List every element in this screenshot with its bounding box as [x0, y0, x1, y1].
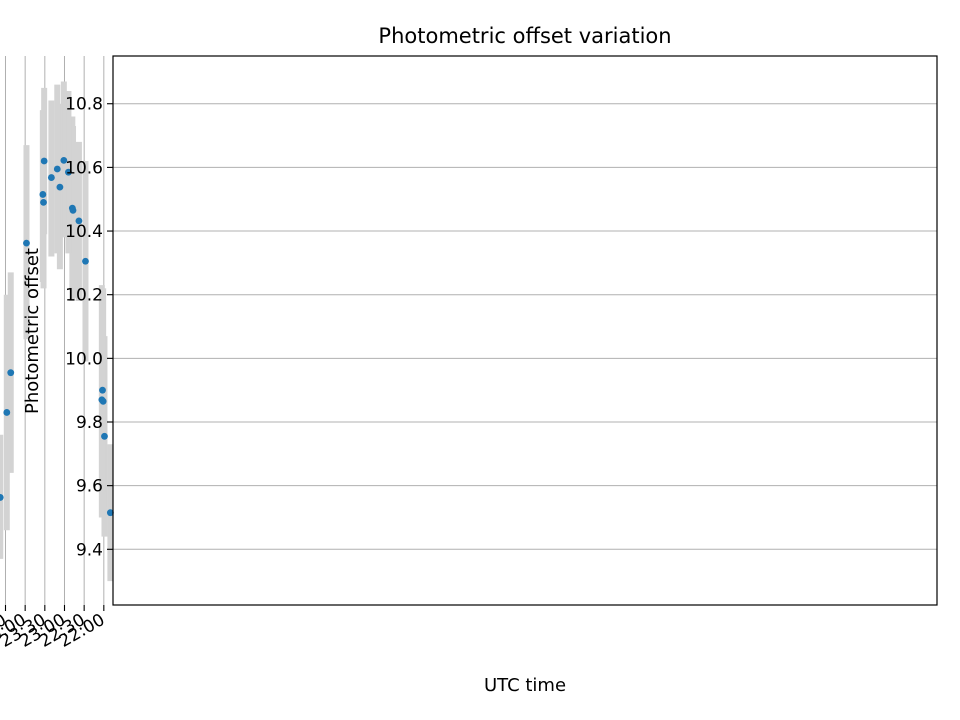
y-tick-label: 10.4 — [65, 222, 103, 242]
y-tick-label: 10.0 — [65, 349, 103, 369]
data-point — [75, 217, 83, 225]
data-point — [47, 174, 55, 181]
data-point — [106, 509, 114, 517]
data-point — [39, 191, 47, 198]
data-point — [40, 157, 48, 165]
y-tick-label: 10.8 — [65, 95, 103, 115]
chart-title: Photometric offset variation — [378, 24, 671, 48]
data-point — [68, 204, 76, 212]
data-point — [53, 165, 61, 173]
data-point — [99, 386, 106, 394]
data-point — [3, 409, 11, 416]
y-tick-label: 10.2 — [65, 286, 103, 306]
x-axis-label: UTC time — [484, 675, 566, 696]
y-axis-label: Photometric offset — [22, 248, 43, 414]
data-point — [60, 156, 68, 164]
plot-frame — [112, 55, 938, 606]
y-tick-label: 9.4 — [76, 540, 103, 560]
data-point — [7, 369, 15, 377]
y-tick-label: 10.6 — [65, 158, 103, 178]
data-point — [56, 183, 64, 191]
data-point — [0, 494, 4, 501]
data-point — [101, 432, 108, 440]
y-tick-label: 9.6 — [76, 477, 103, 497]
data-point — [40, 199, 47, 206]
data-points — [0, 156, 114, 517]
data-point — [98, 396, 106, 404]
data-point — [65, 168, 72, 176]
data-point — [82, 257, 89, 265]
data-point — [23, 239, 30, 247]
y-tick-label: 9.8 — [76, 413, 103, 433]
